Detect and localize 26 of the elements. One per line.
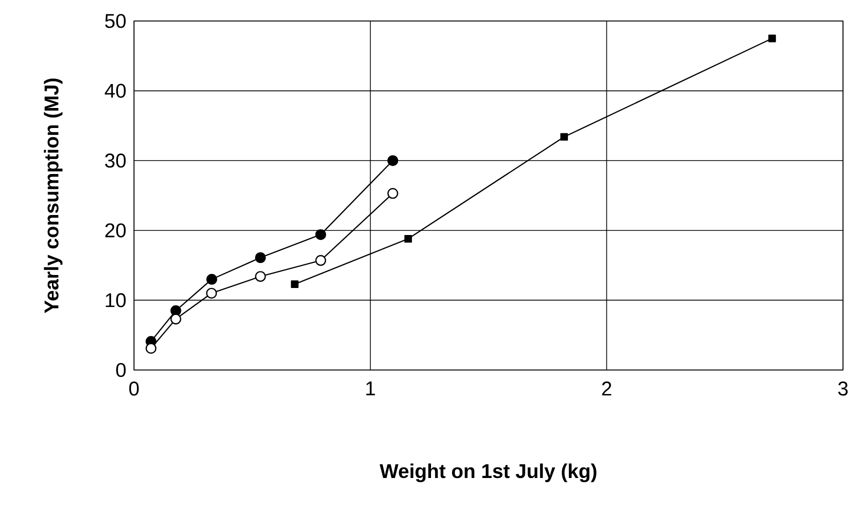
y-tick-label: 20 — [105, 223, 126, 238]
point — [206, 274, 218, 285]
y-axis-title: Yearly consumption (MJ) — [44, 78, 62, 314]
point — [290, 280, 299, 288]
x-tick-label: 0 — [129, 382, 139, 396]
x-tick-label: 3 — [838, 382, 848, 396]
point — [170, 314, 182, 324]
y-tick-label: 0 — [116, 362, 126, 378]
point — [404, 234, 412, 243]
point — [387, 188, 398, 199]
point — [255, 271, 266, 282]
y-tick-label: 40 — [104, 84, 126, 98]
y-tick-label: 10 — [106, 293, 126, 308]
point — [387, 155, 398, 166]
point — [146, 342, 156, 354]
point — [315, 255, 326, 266]
point — [206, 288, 217, 299]
point — [560, 133, 568, 141]
x-tick-label: 1 — [366, 382, 375, 396]
x-tick-label: 2 — [602, 382, 612, 396]
x-axis-title: Weight on 1st July (kg) — [380, 464, 596, 482]
y-tick-label: 30 — [105, 154, 126, 168]
point — [768, 34, 776, 42]
y-tick-label: 50 — [105, 14, 126, 28]
point — [315, 229, 326, 240]
point — [255, 252, 266, 264]
